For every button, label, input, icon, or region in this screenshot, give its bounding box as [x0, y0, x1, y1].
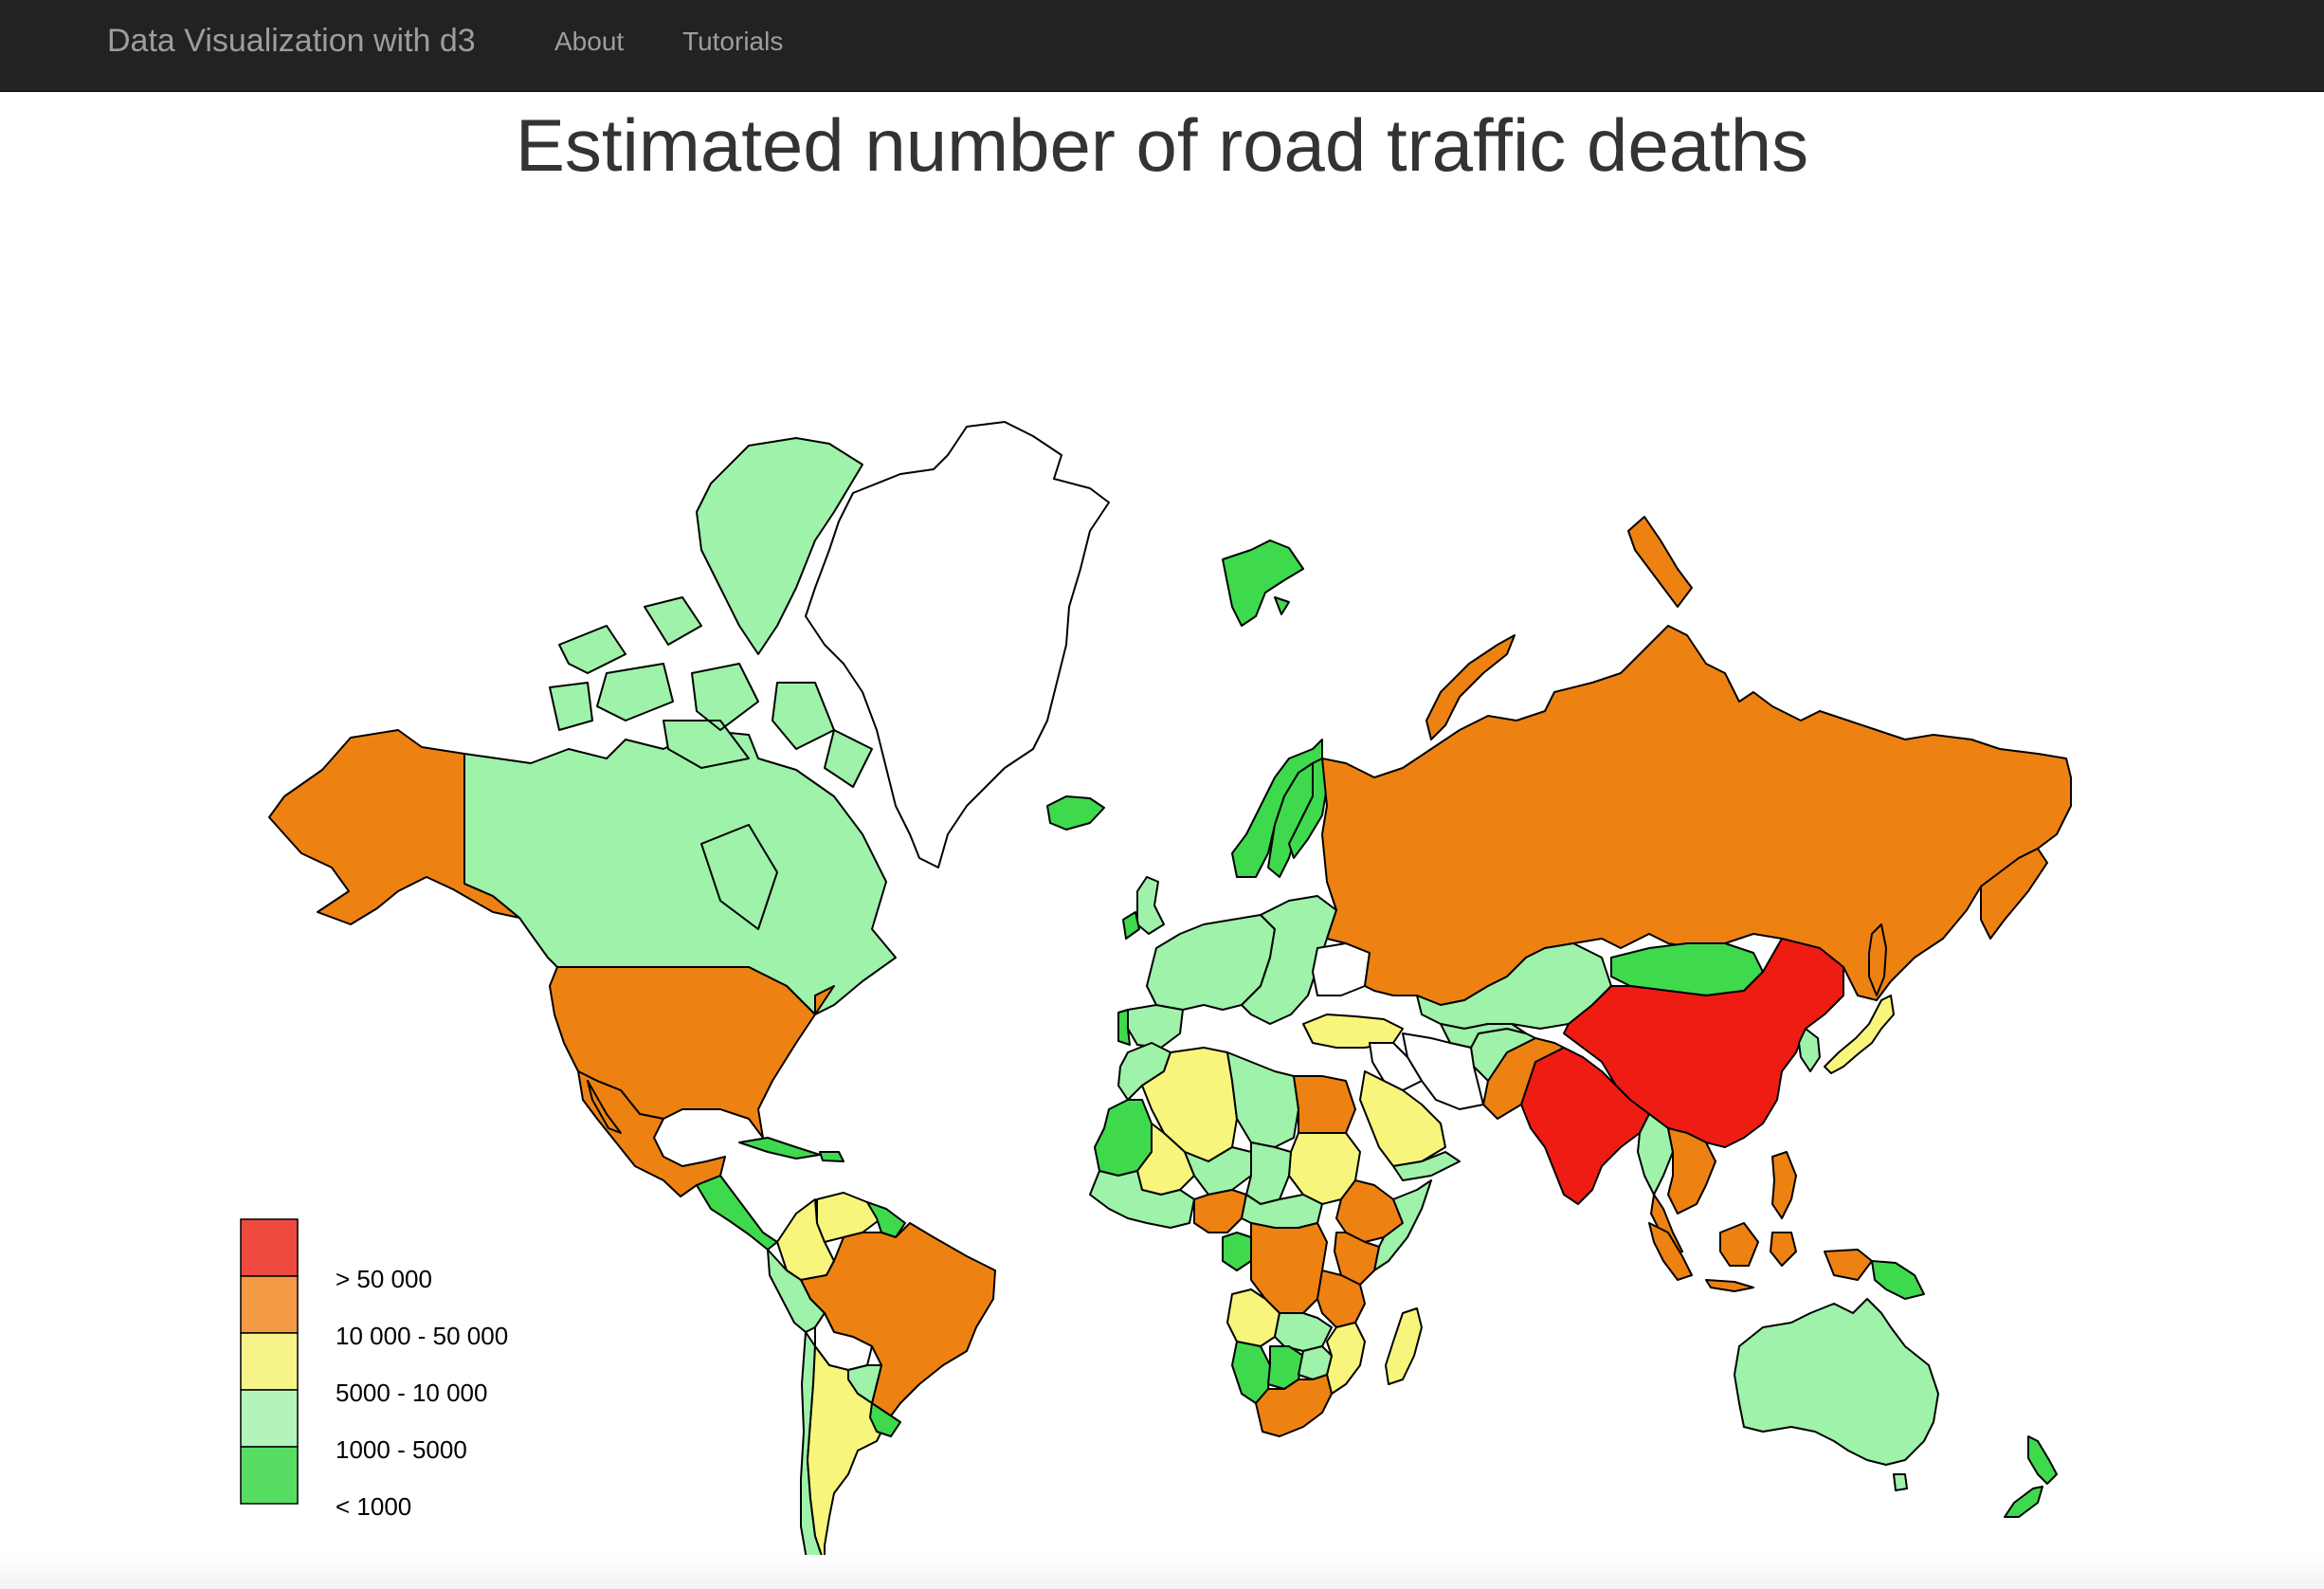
country-india[interactable] — [1520, 1047, 1650, 1205]
country-argentina[interactable] — [807, 1345, 887, 1565]
country-kenya[interactable] — [1334, 1232, 1380, 1286]
country-ireland[interactable] — [1122, 911, 1140, 940]
country-madagascar[interactable] — [1385, 1307, 1423, 1385]
nav-link-tutorials[interactable]: Tutorials — [682, 27, 784, 56]
country-australia[interactable] — [1734, 1298, 1939, 1491]
legend-swatch — [240, 1332, 299, 1391]
legend-item: 10 000 - 50 000 — [240, 1275, 508, 1350]
legend-label: > 50 000 — [336, 1265, 432, 1293]
country-iceland[interactable] — [1046, 795, 1105, 831]
country-greenland[interactable] — [805, 421, 1110, 868]
legend-label: 10 000 - 50 000 — [336, 1322, 508, 1350]
country-sakhalin[interactable] — [1868, 923, 1887, 996]
country-libya[interactable] — [1226, 1051, 1299, 1148]
country-china[interactable] — [1563, 938, 1844, 1148]
country-portugal[interactable] — [1117, 1009, 1131, 1046]
country-iraq[interactable] — [1369, 1042, 1423, 1091]
legend-swatch — [240, 1389, 299, 1448]
country-novaya-zemlya[interactable] — [1425, 634, 1516, 740]
country-usa[interactable] — [549, 966, 835, 1139]
country-myanmar[interactable] — [1637, 1113, 1674, 1196]
legend-item: 5000 - 10 000 — [240, 1332, 487, 1407]
country-canada-arctic-2[interactable] — [549, 596, 873, 788]
legend-swatch — [240, 1218, 299, 1277]
nav-link-about[interactable]: About — [554, 27, 625, 56]
legend: > 50 000 10 000 - 50 000 5000 - 10 000 1000… — [240, 1218, 508, 1521]
country-saudi-arabia[interactable] — [1359, 1070, 1446, 1167]
country-somalia[interactable] — [1373, 1179, 1432, 1271]
country-uruguay[interactable] — [869, 1402, 901, 1437]
country-korea[interactable] — [1798, 1028, 1821, 1072]
country-mozambique[interactable] — [1326, 1322, 1366, 1395]
country-egypt[interactable] — [1293, 1075, 1356, 1134]
country-png[interactable] — [1871, 1260, 1925, 1300]
country-severnaya-zemlya[interactable] — [1627, 516, 1693, 608]
country-spain[interactable] — [1127, 1004, 1184, 1049]
legend-label: 1000 - 5000 — [336, 1435, 467, 1464]
navbar: Data Visualization with d3 About Tutoria… — [0, 0, 2324, 92]
country-south-africa[interactable] — [1255, 1374, 1333, 1437]
country-uk[interactable] — [1136, 876, 1165, 935]
legend-item: > 50 000 — [240, 1218, 432, 1293]
country-indonesia[interactable] — [1648, 1222, 1873, 1292]
country-canada-arctic-1[interactable] — [696, 437, 863, 655]
country-alaska[interactable] — [268, 729, 520, 925]
country-chad[interactable] — [1245, 1142, 1292, 1205]
country-japan[interactable] — [1824, 995, 1895, 1074]
country-central-america[interactable] — [696, 1175, 778, 1251]
country-ukraine[interactable] — [1312, 942, 1371, 996]
legend-label: 5000 - 10 000 — [336, 1379, 487, 1407]
legend-swatch — [240, 1446, 299, 1505]
country-layer — [268, 421, 2072, 1584]
country-nigeria[interactable] — [1193, 1189, 1247, 1233]
legend-item: < 1000 — [240, 1446, 411, 1521]
country-new-zealand[interactable] — [2004, 1435, 2058, 1518]
country-cuba[interactable] — [738, 1137, 844, 1162]
country-west-africa[interactable] — [1089, 1170, 1195, 1229]
country-yemen[interactable] — [1392, 1151, 1461, 1181]
country-russia-east-peninsula[interactable] — [1980, 848, 2048, 940]
country-gabon[interactable] — [1222, 1232, 1252, 1271]
country-eastern-europe[interactable] — [1241, 895, 1337, 1025]
country-canada[interactable] — [463, 729, 897, 1015]
navbar-brand[interactable]: Data Visualization with d3 — [107, 23, 476, 59]
legend-swatch — [240, 1275, 299, 1334]
country-philippines[interactable] — [1771, 1151, 1797, 1219]
legend-label: < 1000 — [336, 1492, 411, 1521]
country-svalbard[interactable] — [1222, 539, 1304, 627]
page-title: Estimated number of road traffic deaths — [515, 103, 1809, 187]
country-mexico[interactable] — [577, 1070, 726, 1197]
country-turkey[interactable] — [1302, 1014, 1404, 1049]
page-bottom-shadow — [0, 1555, 2324, 1589]
country-drc[interactable] — [1250, 1222, 1328, 1314]
